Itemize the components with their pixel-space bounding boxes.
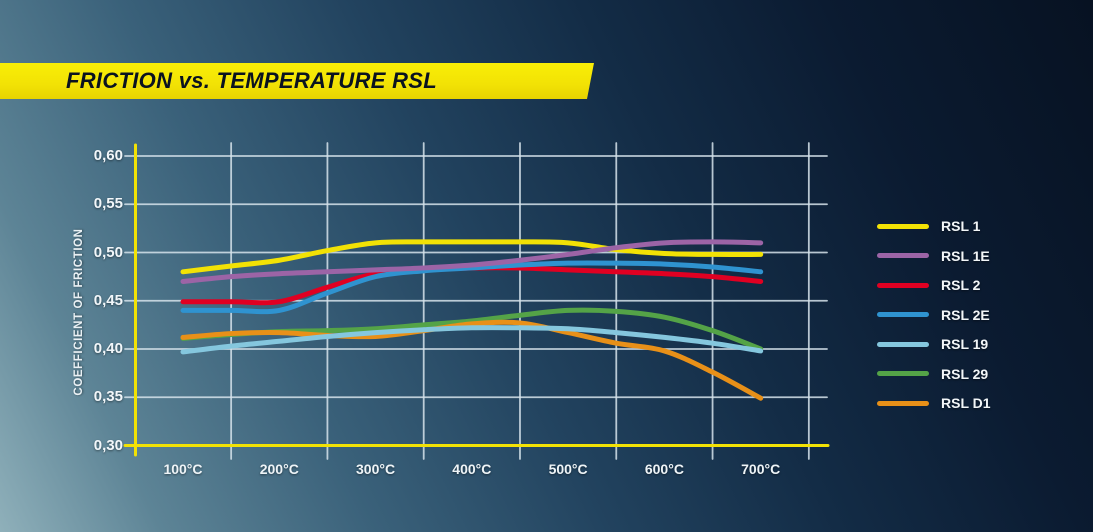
legend-label: RSL D1 — [941, 395, 991, 411]
x-tick-label: 500°C — [548, 461, 588, 477]
legend-swatch-icon — [877, 312, 929, 317]
legend-swatch-icon — [877, 371, 929, 376]
x-tick-label: 200°C — [259, 461, 299, 477]
y-tick-label: 0,40 — [93, 340, 123, 357]
x-tick-label: 400°C — [452, 461, 492, 477]
title-banner: FRICTION vs. TEMPERATURE RSL — [0, 63, 594, 99]
legend-label: RSL 1 — [941, 218, 981, 234]
legend-item: RSL 2E — [877, 306, 991, 324]
legend-label: RSL 2E — [941, 306, 990, 323]
legend-item: RSL 19 — [877, 335, 991, 353]
y-tick-label: 0,30 — [93, 436, 123, 454]
x-tick-label: 300°C — [356, 461, 396, 477]
legend: RSL 1 RSL 1E RSL 2 RSL 2E RSL 19 RSL 29 RSL D1 — [877, 217, 991, 412]
legend-label: RSL 29 — [941, 365, 989, 382]
legend-item: RSL 1 — [877, 217, 991, 235]
x-tick-label: 700°C — [741, 461, 781, 477]
legend-label: RSL 2 — [941, 277, 981, 293]
y-tick-label: 0,35 — [93, 388, 123, 406]
legend-swatch-icon — [877, 341, 929, 347]
page-title: FRICTION vs. TEMPERATURE RSL — [66, 68, 438, 93]
x-tick-label: 600°C — [644, 461, 684, 477]
y-tick-label: 0,50 — [93, 243, 123, 261]
legend-label: RSL 19 — [941, 336, 989, 352]
y-tick-label: 0,55 — [93, 195, 123, 213]
legend-swatch-icon — [877, 223, 929, 229]
legend-swatch-icon — [877, 282, 929, 288]
legend-item: RSL D1 — [877, 394, 991, 412]
legend-swatch-icon — [877, 253, 929, 258]
legend-label: RSL 1E — [941, 247, 990, 264]
x-tick-label: 100°C — [163, 461, 203, 477]
y-tick-label: 0,45 — [93, 291, 123, 309]
legend-item: RSL 29 — [877, 365, 991, 383]
legend-swatch-icon — [877, 400, 929, 406]
legend-item: RSL 1E — [877, 247, 991, 265]
y-tick-label: 0,60 — [93, 147, 123, 164]
legend-item: RSL 2 — [877, 276, 991, 294]
